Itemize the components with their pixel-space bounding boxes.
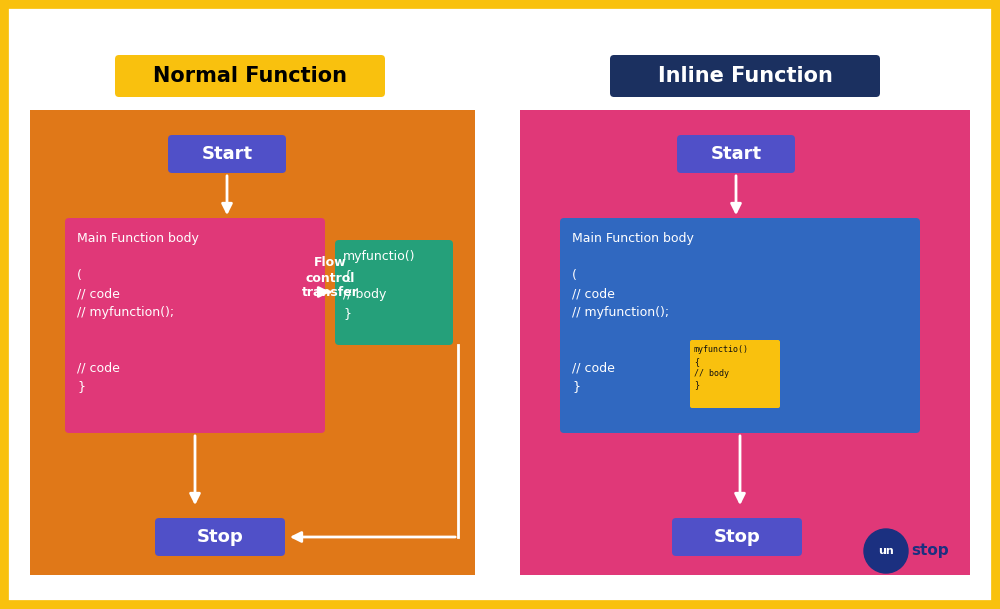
- FancyBboxPatch shape: [610, 55, 880, 97]
- FancyBboxPatch shape: [335, 240, 453, 345]
- Text: Start: Start: [710, 145, 762, 163]
- FancyBboxPatch shape: [672, 518, 802, 556]
- FancyBboxPatch shape: [520, 110, 970, 575]
- Circle shape: [864, 529, 908, 573]
- FancyBboxPatch shape: [560, 218, 920, 433]
- Text: myfunctio()
{
// body
}: myfunctio() { // body }: [694, 345, 749, 389]
- FancyBboxPatch shape: [115, 55, 385, 97]
- Text: Normal Function: Normal Function: [153, 66, 347, 86]
- FancyBboxPatch shape: [155, 518, 285, 556]
- FancyBboxPatch shape: [677, 135, 795, 173]
- Text: Main Function body

(
// code
// myfunction();


// code
}: Main Function body ( // code // myfuncti…: [77, 232, 199, 393]
- Text: Inline Function: Inline Function: [658, 66, 832, 86]
- Text: un: un: [878, 546, 894, 556]
- FancyBboxPatch shape: [65, 218, 325, 433]
- Text: myfunctio()
{
// body
}: myfunctio() { // body }: [343, 250, 416, 320]
- FancyBboxPatch shape: [690, 340, 780, 408]
- Text: Stop: Stop: [197, 528, 243, 546]
- FancyBboxPatch shape: [168, 135, 286, 173]
- Text: stop: stop: [911, 543, 949, 558]
- Text: Start: Start: [201, 145, 253, 163]
- Text: Stop: Stop: [714, 528, 760, 546]
- Text: Flow
control
transfer: Flow control transfer: [302, 256, 358, 300]
- Text: Main Function body

(
// code
// myfunction();


// code
}: Main Function body ( // code // myfuncti…: [572, 232, 694, 393]
- FancyBboxPatch shape: [30, 110, 475, 575]
